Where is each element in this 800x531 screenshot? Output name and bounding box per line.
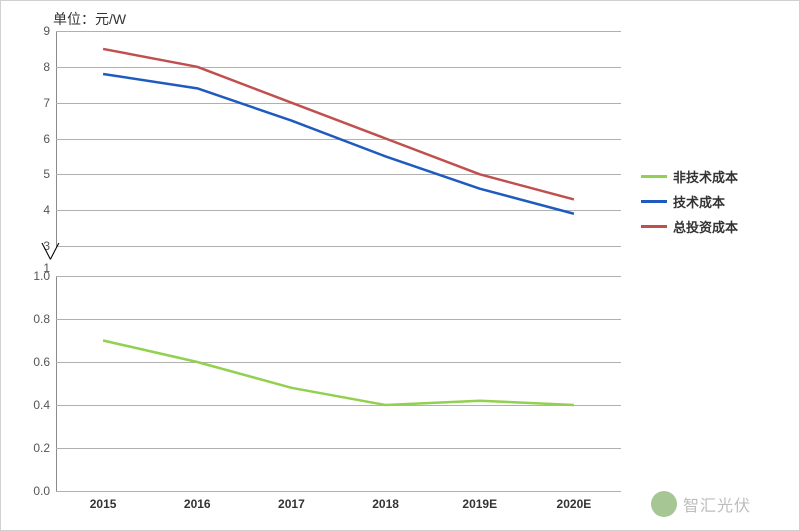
y-tick-label: 4 — [43, 203, 50, 217]
wechat-icon — [651, 491, 677, 517]
gridline — [56, 491, 621, 492]
x-tick-label: 2017 — [278, 497, 305, 511]
watermark: 智汇光伏 — [651, 491, 751, 517]
legend-label: 非技术成本 — [673, 167, 738, 186]
x-tick-label: 2018 — [372, 497, 399, 511]
watermark-text: 智汇光伏 — [683, 492, 751, 516]
y-tick-label: 9 — [43, 24, 50, 38]
x-tick-label: 2015 — [90, 497, 117, 511]
y-tick-label: 0.6 — [33, 355, 50, 369]
top-panel: 34567891 — [56, 31, 621, 246]
y-tick-label: 1.0 — [33, 269, 50, 283]
legend-item: 非技术成本 — [641, 167, 738, 186]
gridline — [56, 246, 621, 247]
series-nontech — [103, 341, 574, 406]
legend-label: 总投资成本 — [673, 217, 738, 236]
legend-swatch — [641, 225, 667, 228]
series-tech — [103, 74, 574, 214]
y-tick-label: 0.0 — [33, 484, 50, 498]
series-total — [103, 49, 574, 200]
chart-container: 单位：元/W 34567891 ╲╱ 0.00.20.40.60.81.0201… — [0, 0, 800, 531]
y-tick-label: 5 — [43, 167, 50, 181]
y-tick-label: 0.4 — [33, 398, 50, 412]
y-tick-label: 7 — [43, 96, 50, 110]
series-svg — [56, 31, 621, 246]
chart-title: 单位：元/W — [53, 9, 126, 29]
y-tick-label: 6 — [43, 132, 50, 146]
x-tick-label: 2019E — [462, 497, 497, 511]
legend-item: 总投资成本 — [641, 217, 738, 236]
x-tick-label: 2016 — [184, 497, 211, 511]
bottom-panel: 0.00.20.40.60.81.020152016201720182019E2… — [56, 276, 621, 491]
legend-swatch — [641, 175, 667, 178]
y-tick-label: 8 — [43, 60, 50, 74]
y-tick-label: 0.2 — [33, 441, 50, 455]
legend-item: 技术成本 — [641, 192, 738, 211]
series-svg — [56, 276, 621, 491]
legend: 非技术成本技术成本总投资成本 — [641, 161, 738, 242]
x-tick-label: 2020E — [557, 497, 592, 511]
legend-label: 技术成本 — [673, 192, 725, 211]
y-tick-label: 0.8 — [33, 312, 50, 326]
legend-swatch — [641, 200, 667, 203]
